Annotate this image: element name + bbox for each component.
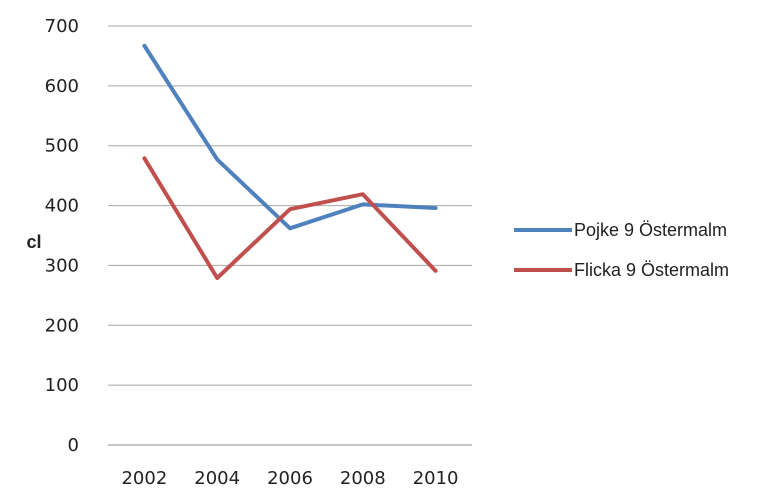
series-lines [142, 43, 438, 280]
x-axis-ticks: 2002 2004 2006 2008 2010 [121, 468, 458, 489]
y-tick-label: 400 [45, 196, 79, 217]
series-line [142, 156, 438, 280]
y-axis-title: cl [26, 232, 41, 252]
y-tick-label: 700 [45, 16, 79, 37]
legend-label: Flicka 9 Östermalm [574, 260, 729, 280]
series-line [142, 43, 438, 231]
y-tick-label: 600 [45, 76, 79, 97]
x-tick-label: 2002 [121, 468, 167, 489]
y-tick-label: 300 [45, 255, 79, 276]
y-axis-ticks: 0 100 200 300 400 500 600 700 [45, 16, 79, 456]
x-tick-label: 2008 [340, 468, 386, 489]
legend: Pojke 9 Östermalm Flicka 9 Östermalm [514, 220, 729, 280]
legend-label: Pojke 9 Östermalm [574, 220, 727, 240]
x-tick-label: 2010 [413, 468, 459, 489]
x-tick-label: 2006 [267, 468, 313, 489]
y-tick-label: 200 [45, 315, 79, 336]
y-tick-label: 500 [45, 136, 79, 157]
y-tick-label: 100 [45, 375, 79, 396]
x-tick-label: 2004 [194, 468, 240, 489]
y-tick-label: 0 [68, 435, 79, 456]
